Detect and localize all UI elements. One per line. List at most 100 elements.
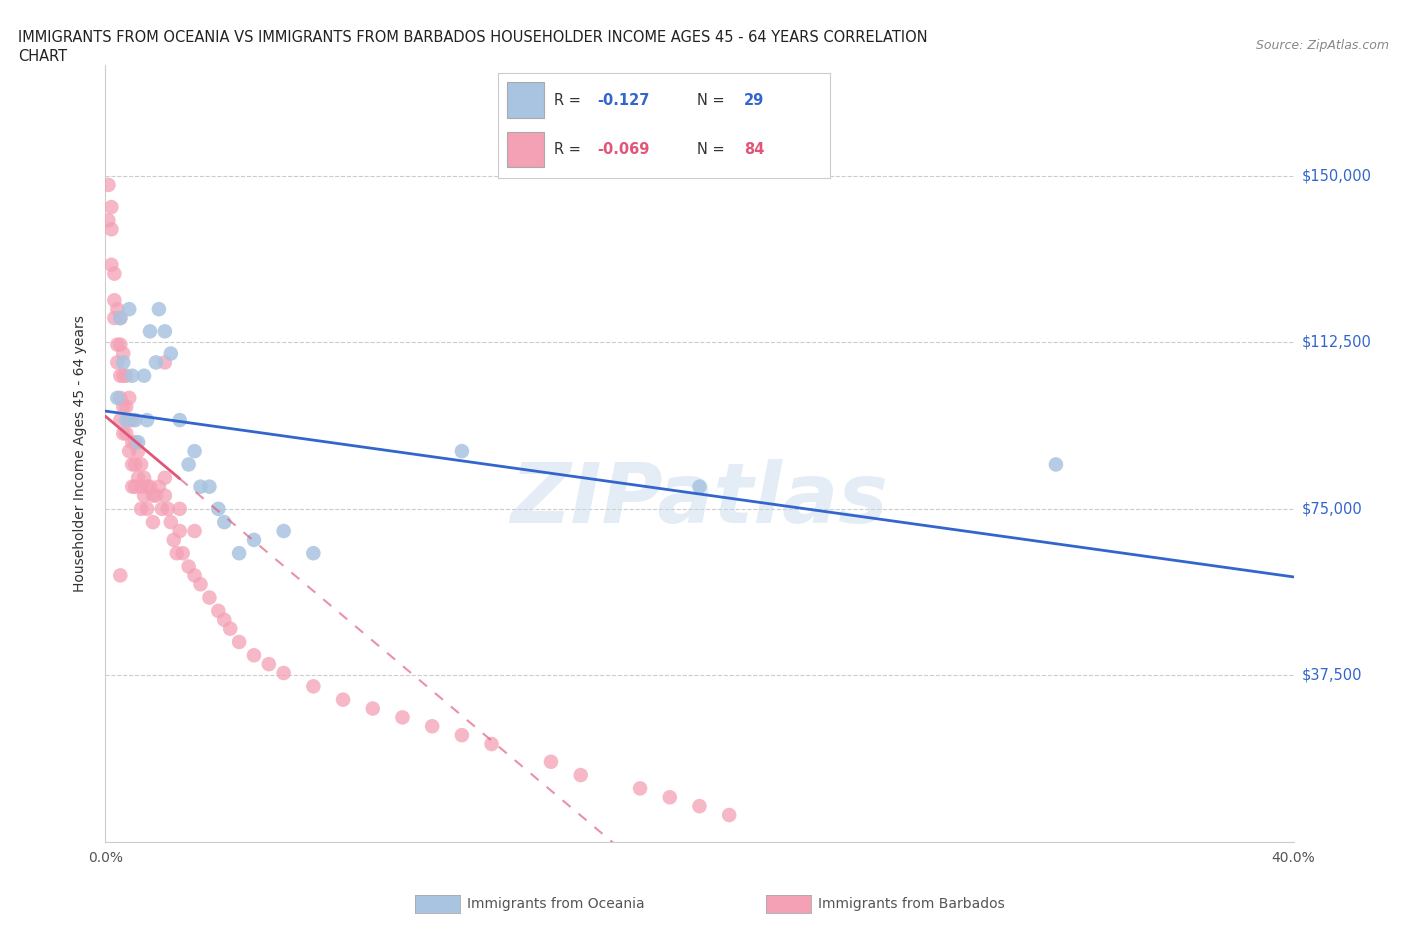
Point [153, 471, 176, 485]
Point [100, 200, 122, 215]
Point [153, 324, 176, 339]
Point [115, 368, 138, 383]
Point [332, 692, 354, 707]
Point [273, 524, 295, 538]
Point [97, 213, 120, 228]
Point [214, 514, 236, 529]
Point [183, 444, 205, 458]
Point [103, 311, 125, 325]
Point [129, 457, 152, 472]
Point [110, 413, 132, 428]
Point [103, 293, 125, 308]
Point [214, 612, 236, 627]
Point [110, 568, 132, 583]
Point [100, 258, 122, 272]
Point [450, 444, 472, 458]
Point [118, 301, 141, 316]
Point [115, 426, 138, 441]
Point [136, 413, 159, 428]
Point [177, 457, 200, 472]
Point [302, 679, 325, 694]
Point [105, 301, 128, 316]
Point [129, 501, 152, 516]
Point [105, 338, 128, 352]
Point [628, 781, 651, 796]
Point [177, 559, 200, 574]
Point [132, 488, 155, 503]
Point [148, 301, 170, 316]
Y-axis label: Householder Income Ages 45 - 64 years: Householder Income Ages 45 - 64 years [73, 315, 87, 591]
Point [132, 471, 155, 485]
Point [127, 444, 149, 458]
Point [124, 413, 146, 428]
Point [112, 399, 135, 414]
Point [121, 413, 143, 428]
Point [112, 368, 135, 383]
Point [190, 577, 212, 591]
Point [166, 546, 188, 561]
Point [110, 368, 132, 383]
Point [148, 479, 170, 494]
Point [540, 754, 562, 769]
Point [118, 444, 141, 458]
Point [183, 568, 205, 583]
Point [110, 338, 132, 352]
Text: $37,500: $37,500 [1302, 668, 1362, 683]
Point [145, 488, 167, 503]
Text: IMMIGRANTS FROM OCEANIA VS IMMIGRANTS FROM BARBADOS HOUSEHOLDER INCOME AGES 45 -: IMMIGRANTS FROM OCEANIA VS IMMIGRANTS FR… [18, 30, 928, 45]
Point [689, 799, 711, 814]
Point [156, 501, 179, 516]
Point [105, 391, 128, 405]
Point [121, 435, 143, 450]
Point [1045, 457, 1067, 472]
Point [110, 311, 132, 325]
Point [139, 324, 162, 339]
Point [228, 634, 250, 649]
Point [110, 391, 132, 405]
Text: $150,000: $150,000 [1302, 168, 1372, 183]
Point [198, 479, 221, 494]
Text: Immigrants from Barbados: Immigrants from Barbados [818, 897, 1005, 911]
Point [145, 355, 167, 370]
Text: $112,500: $112,500 [1302, 335, 1372, 350]
Point [207, 604, 229, 618]
Point [115, 413, 138, 428]
Point [110, 311, 132, 325]
Point [124, 435, 146, 450]
Point [718, 807, 741, 822]
Point [129, 479, 152, 494]
Point [112, 426, 135, 441]
Point [169, 501, 191, 516]
Point [105, 355, 128, 370]
Point [150, 501, 173, 516]
Point [361, 701, 384, 716]
Point [127, 435, 149, 450]
Point [163, 533, 186, 548]
Point [183, 524, 205, 538]
Text: CHART: CHART [18, 49, 67, 64]
Point [243, 533, 266, 548]
Point [169, 413, 191, 428]
Point [391, 710, 413, 724]
Point [207, 501, 229, 516]
Point [481, 737, 503, 751]
Point [115, 399, 138, 414]
Point [243, 648, 266, 663]
Point [153, 355, 176, 370]
Point [689, 479, 711, 494]
Text: Source: ZipAtlas.com: Source: ZipAtlas.com [1256, 39, 1389, 52]
Point [139, 479, 162, 494]
Point [302, 546, 325, 561]
Text: Immigrants from Oceania: Immigrants from Oceania [467, 897, 644, 911]
Point [273, 666, 295, 681]
Point [97, 178, 120, 193]
Point [121, 479, 143, 494]
Point [112, 355, 135, 370]
Point [136, 479, 159, 494]
Point [420, 719, 443, 734]
Point [190, 479, 212, 494]
Point [124, 457, 146, 472]
Point [450, 727, 472, 742]
Point [228, 546, 250, 561]
Point [112, 346, 135, 361]
